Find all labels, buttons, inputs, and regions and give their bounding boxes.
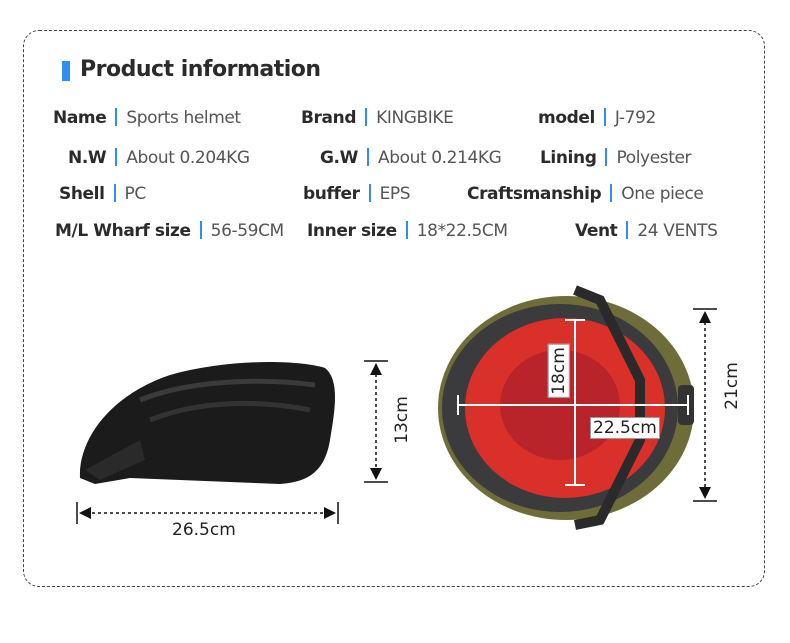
spec-label: N.W	[68, 148, 107, 168]
spec-value: J-792	[614, 108, 656, 128]
section-title: Product information	[80, 57, 321, 82]
side-length-dimension	[76, 502, 339, 524]
inner-dimension-lines	[457, 319, 689, 486]
top-view-helmet-image	[438, 285, 694, 530]
spec-label: Lining	[540, 148, 597, 168]
top-length-dimension	[693, 308, 717, 502]
side-length-label: 26.5cm	[172, 520, 236, 540]
top-length-label: 21cm	[721, 362, 742, 410]
spec-item: M/L Wharf size 56-59CM	[55, 221, 284, 241]
spec-separator	[115, 148, 118, 166]
spec-label: Inner size	[307, 221, 397, 241]
spec-label: Vent	[575, 221, 618, 241]
spec-separator	[605, 148, 608, 166]
spec-item: Name Sports helmet	[53, 108, 241, 128]
spec-separator	[115, 108, 118, 126]
spec-label: Brand	[301, 108, 357, 128]
spec-item: Inner size 18*22.5CM	[307, 221, 508, 241]
spec-item: N.W About 0.204KG	[68, 148, 250, 168]
spec-item: Vent 24 VENTS	[575, 221, 718, 241]
spec-item: Shell PC	[59, 184, 146, 204]
spec-value: About 0.204KG	[126, 148, 250, 168]
side-height-label: 13cm	[391, 396, 412, 444]
spec-value: Polyester	[616, 148, 692, 168]
spec-value: Sports helmet	[126, 108, 241, 128]
spec-value: EPS	[379, 184, 411, 204]
spec-separator	[405, 221, 408, 239]
spec-separator	[366, 148, 369, 166]
spec-item: Lining Polyester	[540, 148, 692, 168]
spec-value: PC	[124, 184, 147, 204]
spec-item: Brand KINGBIKE	[301, 108, 454, 128]
spec-label: M/L Wharf size	[55, 221, 191, 241]
spec-value: One piece	[621, 184, 704, 204]
spec-item: model J-792	[538, 108, 656, 128]
spec-separator	[365, 108, 368, 126]
spec-label: G.W	[320, 148, 358, 168]
spec-separator	[610, 184, 613, 202]
spec-label: Shell	[59, 184, 105, 204]
spec-value: 24 VENTS	[637, 221, 718, 241]
dashed-border	[23, 30, 765, 587]
spec-label: buffer	[303, 184, 360, 204]
spec-value: 56-59CM	[210, 221, 285, 241]
spec-item: buffer EPS	[303, 184, 411, 204]
spec-item: Craftsmanship One piece	[467, 184, 704, 204]
spec-separator	[199, 221, 202, 239]
spec-separator	[113, 184, 116, 202]
side-height-dimension	[364, 360, 388, 483]
spec-value: 18*22.5CM	[416, 221, 508, 241]
spec-separator	[626, 221, 629, 239]
inner-length-label: 18cm	[547, 344, 570, 398]
spec-label: Name	[53, 108, 107, 128]
spec-label: model	[538, 108, 595, 128]
spec-separator	[603, 108, 606, 126]
spec-value: About 0.214KG	[377, 148, 502, 168]
side-view-helmet-image	[79, 362, 335, 484]
spec-separator	[368, 184, 371, 202]
spec-value: KINGBIKE	[376, 108, 454, 128]
inner-width-label: 22.5cm	[590, 417, 660, 439]
title-accent-bar	[62, 61, 70, 81]
spec-item: G.W About 0.214KG	[320, 148, 502, 168]
spec-label: Craftsmanship	[467, 184, 602, 204]
